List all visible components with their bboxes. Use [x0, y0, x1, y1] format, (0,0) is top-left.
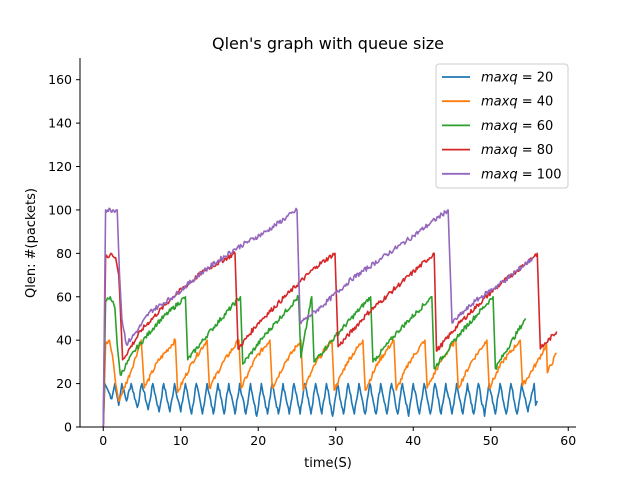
x-tick-label: 0	[99, 433, 107, 448]
chart-title: Qlen's graph with queue size	[212, 34, 444, 53]
y-tick-label: 140	[48, 116, 72, 131]
legend-label: maxq = 80	[481, 143, 553, 158]
series-line-5	[102, 207, 534, 428]
y-tick-label: 80	[56, 246, 72, 261]
x-tick-label: 40	[405, 433, 421, 448]
y-ticks: 0 20 40 60 80 100 120 140 160	[48, 72, 80, 435]
x-axis-title: time(S)	[304, 456, 352, 471]
series-line-4	[102, 251, 558, 428]
series-line-2	[102, 338, 557, 428]
legend-items: maxq = 20 maxq = 40 maxq = 60 maxq = 80 maxq…	[442, 71, 562, 182]
y-axis-title: Qlen: #(packets)	[24, 188, 39, 298]
x-ticks: 0 10 20 30 40 50 60	[99, 427, 576, 448]
legend-label: maxq = 100	[481, 167, 562, 182]
series-line-1	[102, 382, 539, 428]
x-tick-label: 60	[560, 433, 576, 448]
y-tick-label: 20	[56, 376, 72, 391]
x-tick-label: 50	[483, 433, 499, 448]
y-tick-label: 120	[48, 159, 72, 174]
axes	[79, 58, 576, 428]
plot-lines	[102, 207, 558, 428]
x-tick-label: 30	[328, 433, 344, 448]
series-line-3	[102, 294, 527, 428]
legend: maxq = 20 maxq = 40 maxq = 60 maxq = 80 maxq…	[435, 63, 569, 189]
legend-box	[435, 63, 569, 189]
legend-label: maxq = 40	[481, 95, 553, 110]
x-tick-label: 10	[173, 433, 189, 448]
y-tick-label: 0	[64, 420, 72, 435]
y-tick-label: 160	[48, 72, 72, 87]
legend-label: maxq = 20	[481, 71, 553, 86]
legend-label: maxq = 60	[481, 119, 553, 134]
y-tick-label: 40	[56, 333, 72, 348]
y-tick-label: 60	[56, 289, 72, 304]
y-tick-label: 100	[48, 202, 72, 217]
x-tick-label: 20	[250, 433, 266, 448]
